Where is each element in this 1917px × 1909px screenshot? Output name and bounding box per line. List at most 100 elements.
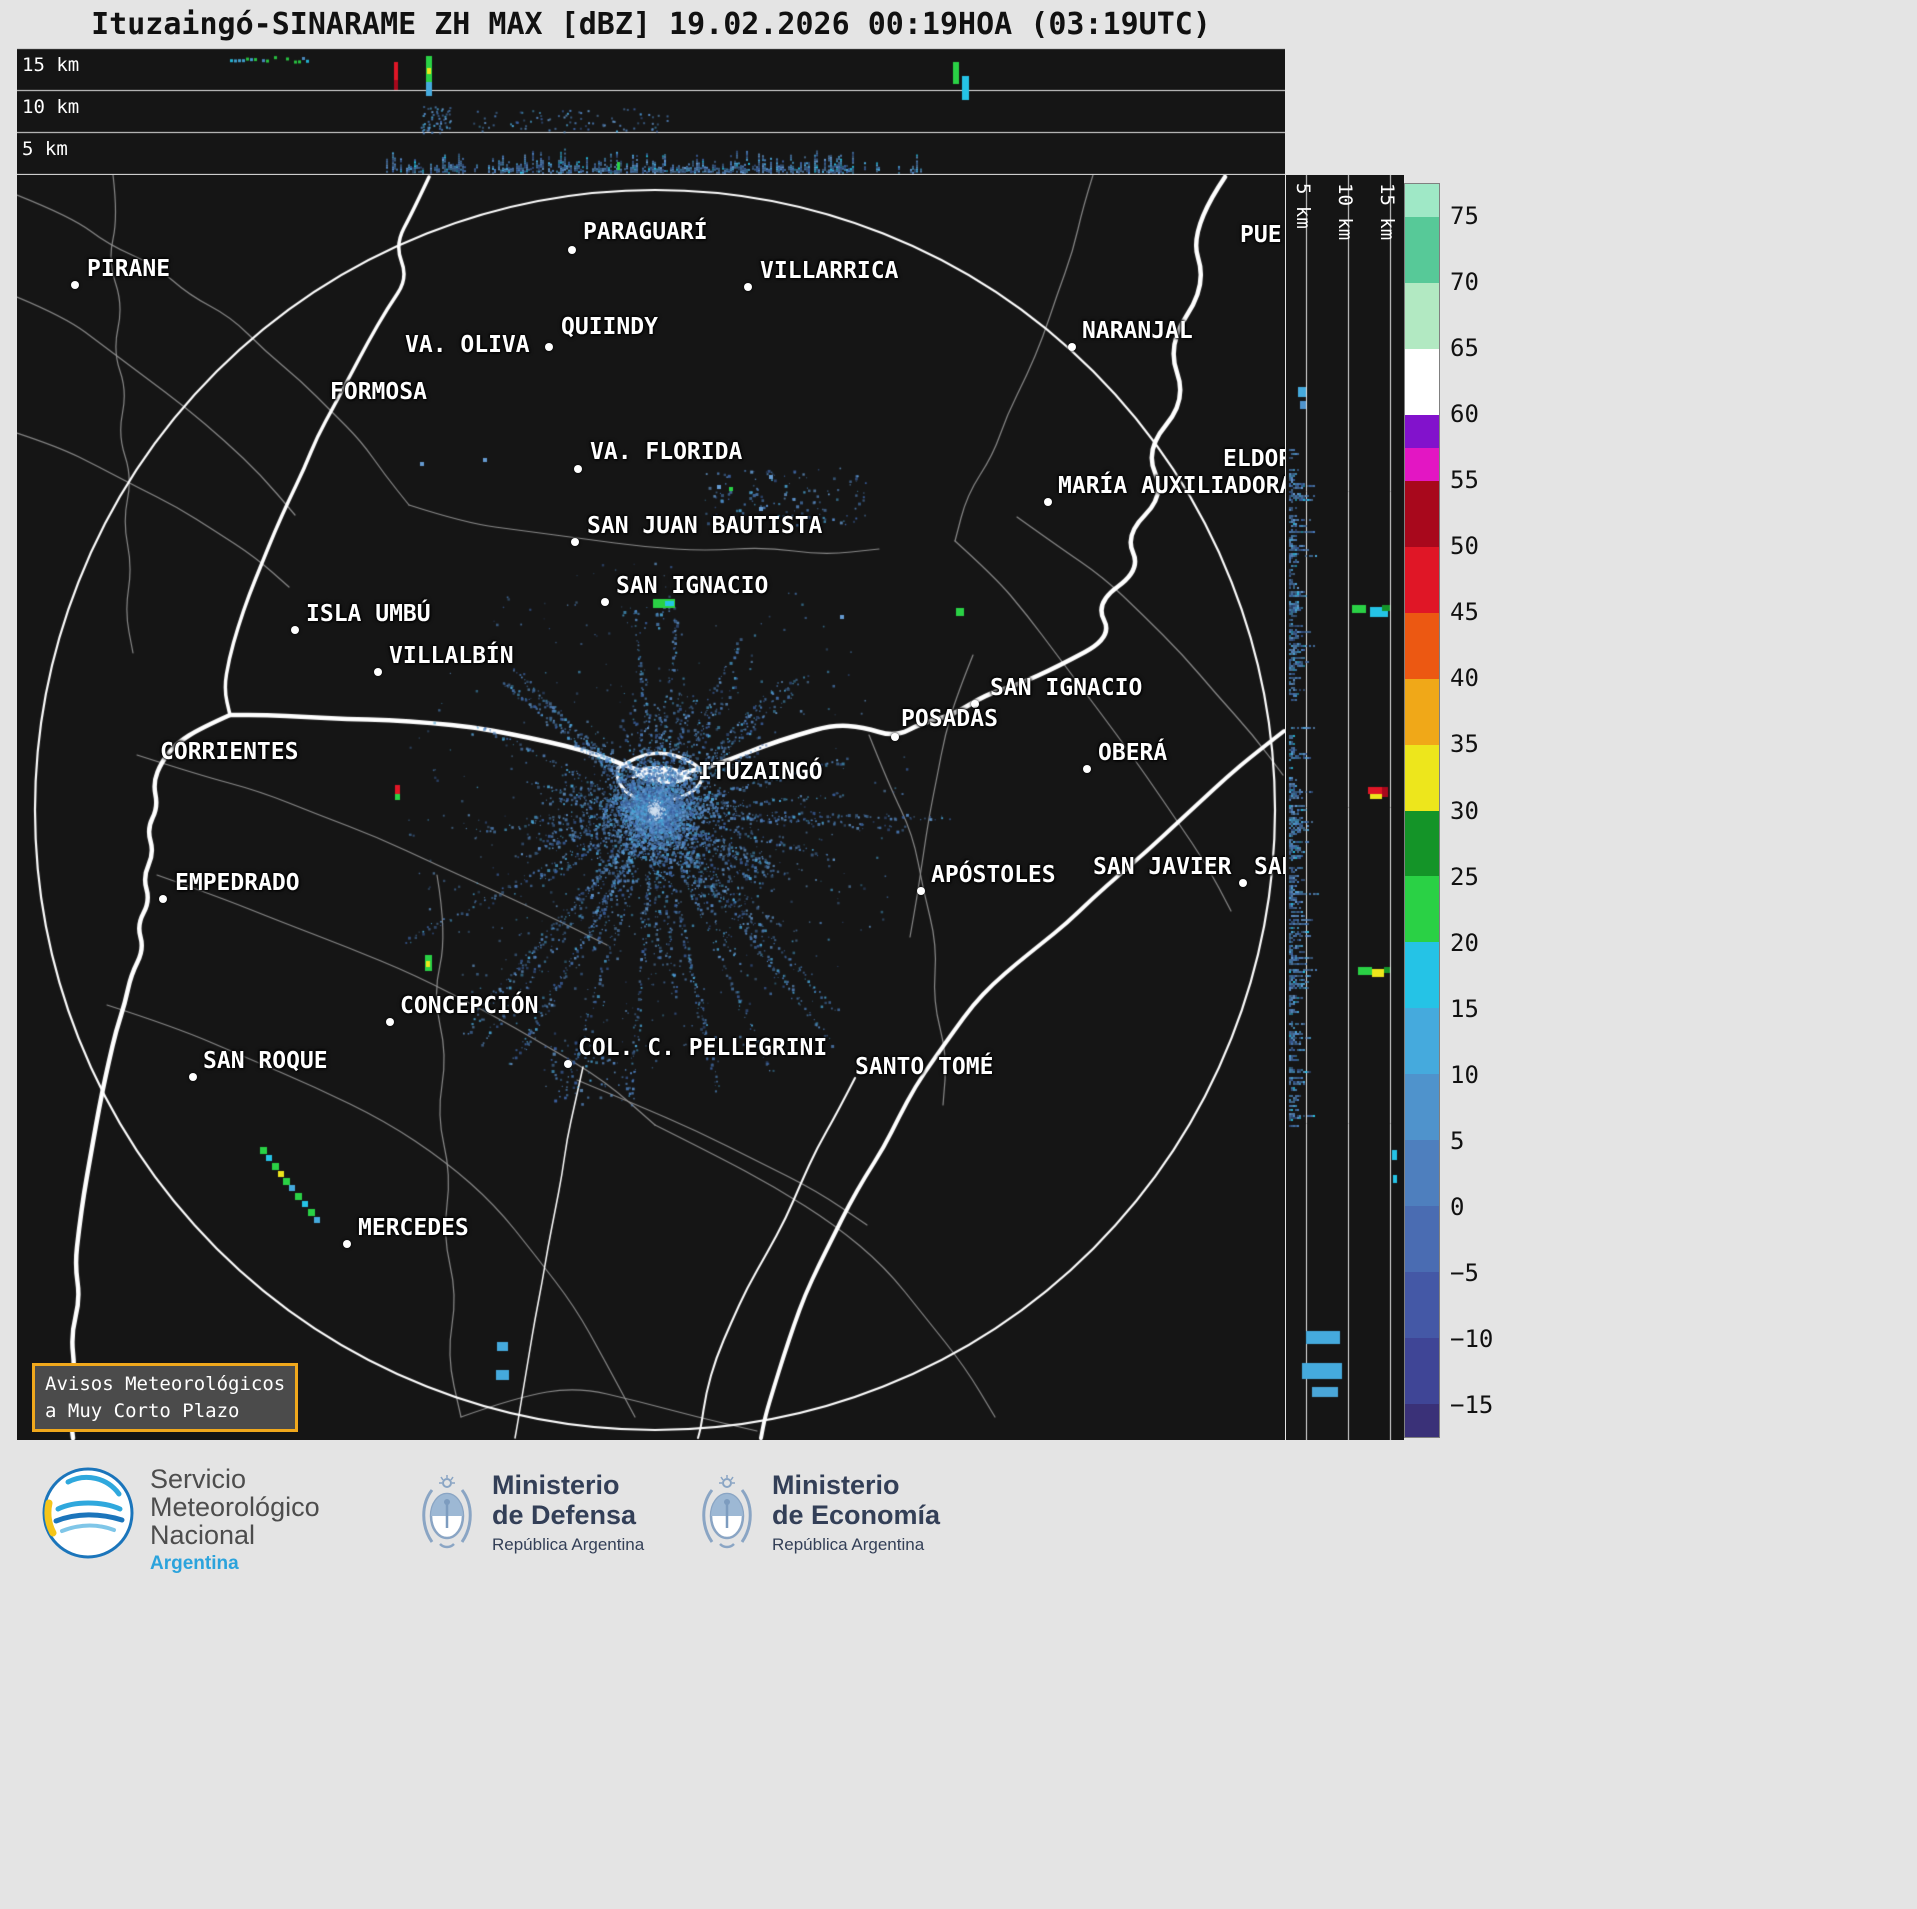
colorbar-segment (1405, 1140, 1439, 1207)
side-cross-section-panel: 5 km 10 km 15 km (1286, 175, 1404, 1440)
city-dot (545, 343, 553, 351)
colorbar-segment (1405, 1338, 1439, 1405)
colorbar-tick: 45 (1450, 598, 1479, 627)
city-label: PARAGUARÍ (583, 219, 708, 245)
defensa-line-2: de Defensa (492, 1499, 637, 1530)
ministry-defensa-block: Ministerio de Defensa República Argentin… (420, 1470, 645, 1555)
city-dot (574, 465, 582, 473)
city-label: NARANJAL (1082, 318, 1193, 344)
argentina-coat-of-arms-icon (702, 1475, 752, 1549)
city-dot (971, 700, 979, 708)
city-dot (564, 1060, 572, 1068)
colorbar-tick: 70 (1450, 268, 1479, 297)
city-dot (386, 1018, 394, 1026)
city-dot (189, 1073, 197, 1081)
smn-line-4: Argentina (150, 1553, 239, 1575)
city-label: VILLALBÍN (389, 643, 514, 669)
city-dot (374, 668, 382, 676)
colorbar-tick: 65 (1450, 334, 1479, 363)
colorbar-segment (1405, 942, 1439, 1009)
city-label: SAN JUAN BAUTISTA (587, 513, 823, 539)
colorbar-segment (1405, 810, 1439, 877)
notice-line-1: Avisos Meteorológicos (45, 1373, 286, 1395)
colorbar-tick: 40 (1450, 664, 1479, 693)
city-label: SAN IGNACIO (616, 573, 769, 599)
city-dot (568, 246, 576, 254)
city-label: ELDOR (1223, 446, 1285, 472)
colorbar-segment (1405, 744, 1439, 811)
city-label: COL. C. PELLEGRINI (578, 1035, 828, 1061)
city-label: EMPEDRADO (175, 870, 300, 896)
economia-line-1: Ministerio (772, 1470, 900, 1500)
city-label-layer: PIRANE PARAGUARÍ VILLARRICA VA. OLIVA QUIIND… (17, 175, 1285, 1440)
colorbar-segment (1405, 447, 1439, 481)
city-dot (601, 598, 609, 606)
economia-line-3: República Argentina (772, 1535, 925, 1555)
city-label: SANTO TOMÉ (855, 1054, 994, 1080)
colorbar-segment (1405, 414, 1439, 448)
ministry-economia-text: Ministerio de Economía República Argenti… (772, 1470, 941, 1555)
ministry-economia-block: Ministerio de Economía República Argenti… (700, 1470, 941, 1555)
colorbar-tick: 0 (1450, 1192, 1465, 1221)
side-cross-section-canvas (1286, 175, 1404, 1440)
colorbar-segment (1405, 1206, 1439, 1273)
axis-label-5km-vert: 5 km (1292, 183, 1314, 229)
city-dot (571, 538, 579, 546)
colorbar-tick: 15 (1450, 994, 1479, 1023)
city-dot (917, 887, 925, 895)
colorbar-segment (1405, 678, 1439, 745)
city-label: CORRIENTES (160, 739, 299, 765)
city-dot (159, 895, 167, 903)
colorbar-segment (1405, 546, 1439, 613)
radar-map-panel: PIRANE PARAGUARÍ VILLARRICA VA. OLIVA QUIIND… (17, 175, 1285, 1440)
axis-label-10km-vert: 10 km (1334, 183, 1356, 241)
top-cross-section-canvas (17, 48, 1285, 175)
city-label: PIRANE (87, 256, 171, 282)
city-label: SAN (1254, 854, 1285, 880)
city-label: ITUZAINGÓ (698, 759, 823, 785)
city-label: PUE (1240, 222, 1282, 248)
top-cross-section-panel: 15 km 10 km 5 km (17, 48, 1285, 175)
city-label: VA. OLIVA (405, 332, 530, 358)
city-label: OBERÁ (1098, 740, 1168, 766)
colorbar-tick: −15 (1450, 1390, 1494, 1419)
colorbar-segment (1405, 1074, 1439, 1141)
city-label: MERCEDES (358, 1215, 469, 1241)
colorbar-tick: 25 (1450, 862, 1479, 891)
smn-logo-block: Servicio Meteorológico Nacional Argentin… (40, 1465, 320, 1574)
colorbar-tick: 5 (1450, 1126, 1465, 1155)
city-dot (71, 281, 79, 289)
city-dot (1044, 498, 1052, 506)
colorbar-tick: 30 (1450, 796, 1479, 825)
colorbar-segment (1405, 1404, 1439, 1438)
smn-logo-icon (42, 1467, 134, 1559)
city-label: ISLA UMBÚ (306, 601, 431, 627)
city-label: VILLARRICA (760, 258, 899, 284)
colorbar-segment (1405, 612, 1439, 679)
city-label: VA. FLORIDA (590, 439, 743, 465)
argentina-coat-of-arms-icon (422, 1475, 472, 1549)
city-dot (1068, 343, 1076, 351)
colorbar-tick: 55 (1450, 466, 1479, 495)
colorbar-segment (1405, 282, 1439, 349)
colorbar-segment (1405, 480, 1439, 547)
economia-line-2: de Economía (772, 1499, 941, 1530)
city-label: POSADAS (901, 706, 998, 732)
city-label: CONCEPCIÓN (400, 993, 539, 1019)
axis-label-15km-vert: 15 km (1376, 183, 1398, 241)
colorbar-segment (1405, 876, 1439, 943)
axis-label-5km: 5 km (22, 138, 68, 160)
colorbar-tick: 20 (1450, 928, 1479, 957)
notice-line-2: a Muy Corto Plazo (45, 1399, 240, 1422)
city-dot (343, 1240, 351, 1248)
city-dot (1239, 879, 1247, 887)
colorbar-tick: 35 (1450, 730, 1479, 759)
defensa-line-3: República Argentina (492, 1535, 645, 1555)
city-dot (891, 733, 899, 741)
ministry-defensa-text: Ministerio de Defensa República Argentin… (492, 1470, 645, 1555)
colorbar-segment (1405, 184, 1439, 217)
smn-line-1: Servicio (150, 1464, 247, 1494)
axis-label-15km: 15 km (22, 54, 80, 76)
city-dot (291, 626, 299, 634)
